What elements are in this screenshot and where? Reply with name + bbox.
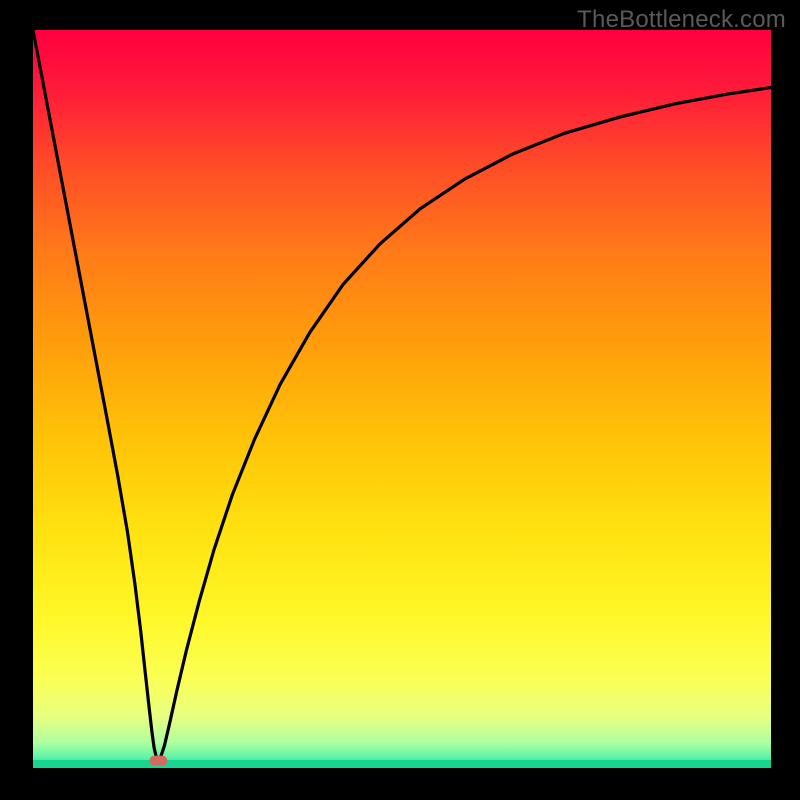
chart-frame: TheBottleneck.com bbox=[0, 0, 800, 800]
chart-svg bbox=[33, 30, 771, 768]
plot-area bbox=[33, 30, 771, 768]
watermark-text: TheBottleneck.com bbox=[577, 6, 786, 34]
minimum-marker bbox=[149, 756, 167, 766]
baseline-strip bbox=[33, 760, 771, 768]
